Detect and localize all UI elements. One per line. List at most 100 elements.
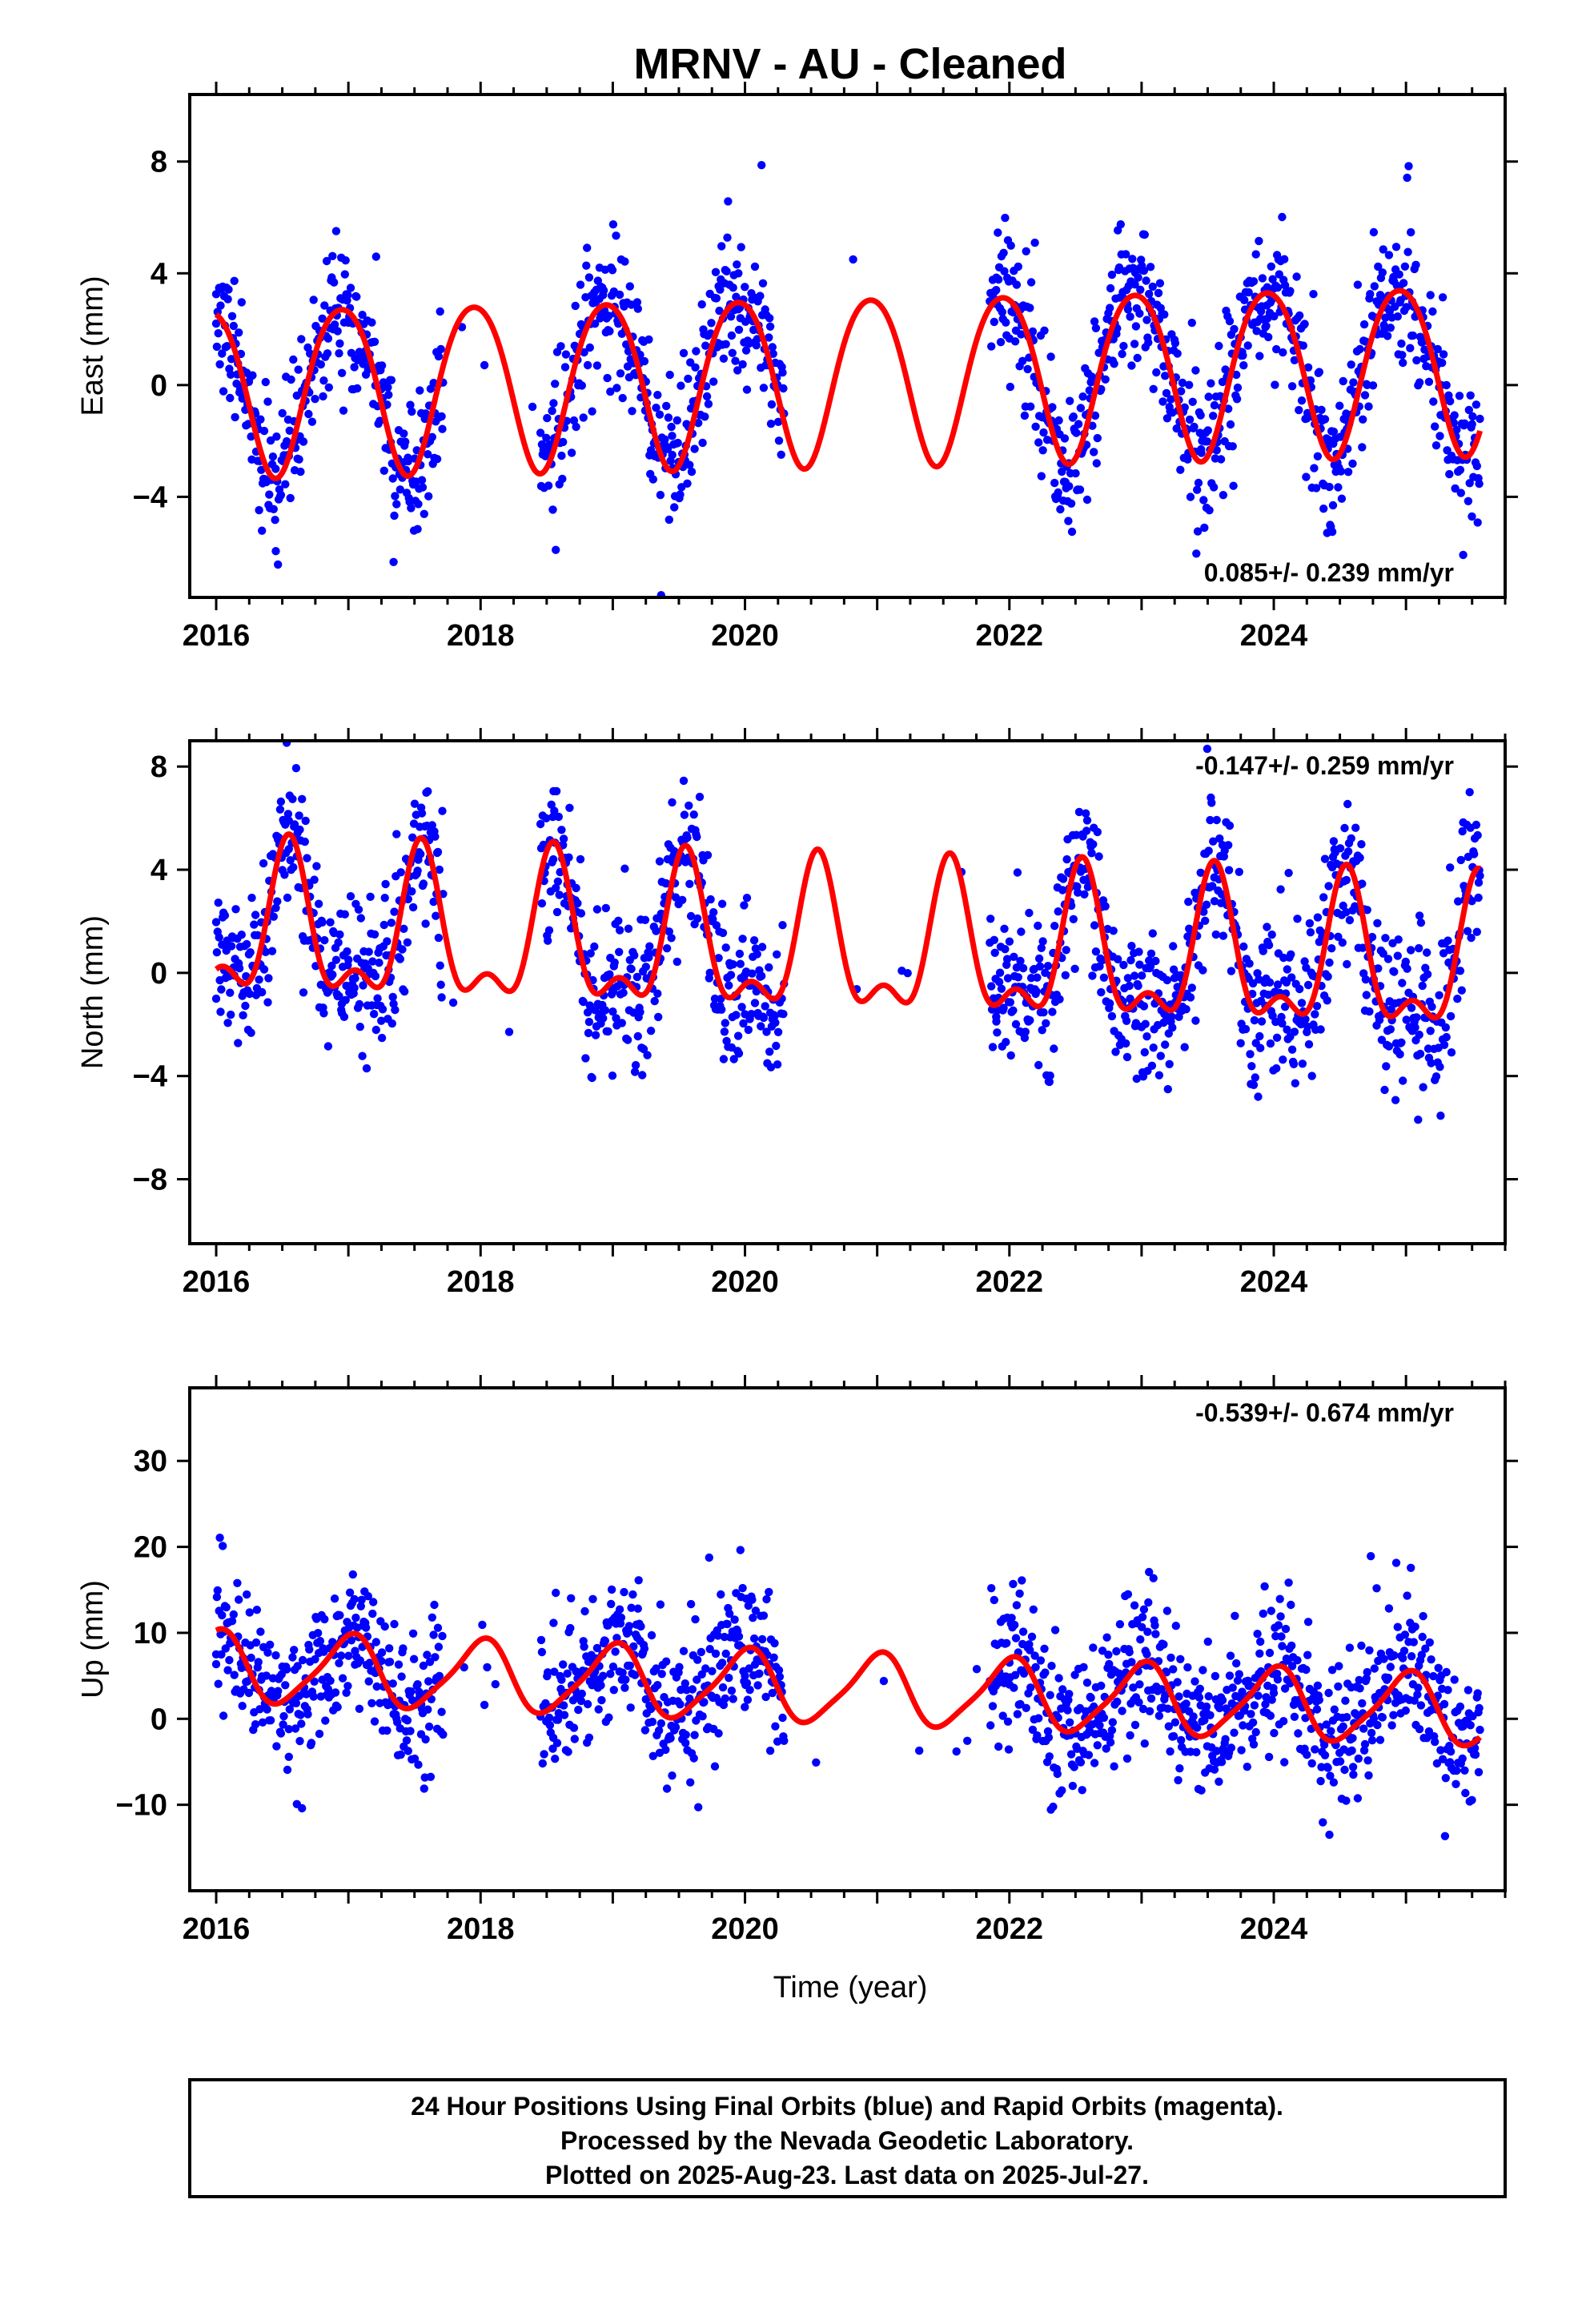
data-point bbox=[1239, 361, 1248, 370]
data-point bbox=[1384, 251, 1394, 259]
data-point bbox=[536, 1635, 546, 1645]
data-point bbox=[544, 1668, 552, 1677]
data-point bbox=[952, 1747, 961, 1756]
data-point bbox=[1313, 1681, 1323, 1690]
data-point bbox=[630, 951, 639, 960]
data-point bbox=[600, 1006, 610, 1015]
data-point bbox=[480, 360, 489, 370]
data-point bbox=[297, 1719, 306, 1728]
data-point bbox=[753, 335, 761, 344]
data-point bbox=[544, 481, 553, 490]
data-point bbox=[377, 1648, 387, 1657]
data-point bbox=[1279, 1717, 1288, 1726]
data-point bbox=[673, 438, 682, 448]
data-point bbox=[757, 943, 767, 951]
data-point bbox=[738, 1583, 747, 1593]
data-point bbox=[741, 1671, 749, 1680]
data-point bbox=[1082, 809, 1090, 818]
data-point bbox=[656, 1600, 665, 1609]
data-point bbox=[1144, 1686, 1153, 1695]
data-point bbox=[571, 301, 580, 311]
data-point bbox=[1088, 421, 1097, 430]
data-point bbox=[326, 1676, 335, 1685]
data-point bbox=[267, 947, 277, 955]
data-point bbox=[1427, 1003, 1436, 1011]
data-point bbox=[631, 1060, 640, 1070]
data-point bbox=[1034, 1060, 1043, 1070]
data-point bbox=[272, 432, 281, 441]
data-point bbox=[1287, 1641, 1296, 1651]
data-point bbox=[351, 1613, 360, 1622]
data-point bbox=[1300, 320, 1309, 328]
data-point bbox=[738, 935, 747, 943]
data-point bbox=[1203, 437, 1212, 446]
data-point bbox=[483, 1663, 492, 1672]
rate-label: -0.539+/- 0.674 mm/yr bbox=[1195, 1398, 1454, 1427]
data-point bbox=[1166, 1653, 1175, 1663]
data-point bbox=[1082, 816, 1092, 825]
data-point bbox=[601, 903, 610, 913]
data-point bbox=[380, 894, 389, 903]
data-point bbox=[755, 1669, 764, 1678]
data-point bbox=[994, 228, 1002, 237]
data-point bbox=[215, 933, 223, 942]
data-point bbox=[1387, 1005, 1395, 1014]
data-point bbox=[1466, 1721, 1475, 1730]
data-point bbox=[1107, 1726, 1117, 1735]
data-point bbox=[693, 1675, 701, 1684]
data-point bbox=[230, 276, 239, 285]
data-point bbox=[346, 283, 355, 292]
data-point bbox=[299, 437, 308, 446]
data-point bbox=[704, 400, 713, 408]
data-point bbox=[600, 1636, 610, 1646]
data-point bbox=[1264, 1752, 1274, 1762]
data-point bbox=[1278, 212, 1287, 222]
data-point bbox=[1192, 549, 1201, 558]
data-point bbox=[310, 875, 319, 884]
data-point bbox=[1250, 1701, 1259, 1710]
data-point bbox=[309, 1692, 318, 1701]
data-point bbox=[268, 452, 278, 461]
data-point bbox=[1349, 378, 1358, 387]
data-point bbox=[1426, 291, 1435, 300]
data-point bbox=[1087, 849, 1096, 858]
data-point bbox=[1476, 1725, 1484, 1735]
data-point bbox=[377, 361, 387, 370]
data-point bbox=[576, 909, 586, 918]
data-point bbox=[1189, 1712, 1198, 1721]
data-point bbox=[1020, 411, 1030, 420]
data-point bbox=[1355, 344, 1364, 354]
data-point bbox=[280, 870, 289, 879]
data-point bbox=[237, 931, 246, 939]
data-point bbox=[1295, 405, 1303, 415]
data-point bbox=[652, 927, 661, 935]
data-point bbox=[1435, 991, 1443, 1000]
data-point bbox=[1325, 958, 1334, 967]
data-point bbox=[230, 1671, 239, 1679]
data-point bbox=[1307, 1072, 1316, 1080]
data-point bbox=[713, 1631, 722, 1640]
data-point bbox=[1306, 928, 1315, 937]
data-point bbox=[385, 1658, 395, 1667]
data-point bbox=[1374, 964, 1383, 973]
data-point bbox=[1031, 1663, 1040, 1671]
data-point bbox=[1325, 1830, 1334, 1839]
data-point bbox=[591, 320, 600, 328]
x-tick-label: 2018 bbox=[447, 1265, 515, 1299]
data-point bbox=[1133, 353, 1142, 363]
data-point bbox=[1467, 933, 1476, 943]
data-point bbox=[314, 1629, 323, 1638]
data-point bbox=[1194, 478, 1203, 488]
data-point bbox=[717, 1005, 726, 1015]
data-point bbox=[633, 1031, 642, 1041]
data-point bbox=[1241, 1024, 1251, 1034]
data-point bbox=[644, 335, 653, 344]
data-point bbox=[675, 1663, 684, 1671]
data-point bbox=[438, 1631, 447, 1641]
data-point bbox=[742, 894, 752, 903]
data-point bbox=[554, 812, 563, 822]
data-point bbox=[1315, 1695, 1324, 1704]
data-point bbox=[1415, 378, 1424, 387]
data-point bbox=[765, 963, 773, 972]
